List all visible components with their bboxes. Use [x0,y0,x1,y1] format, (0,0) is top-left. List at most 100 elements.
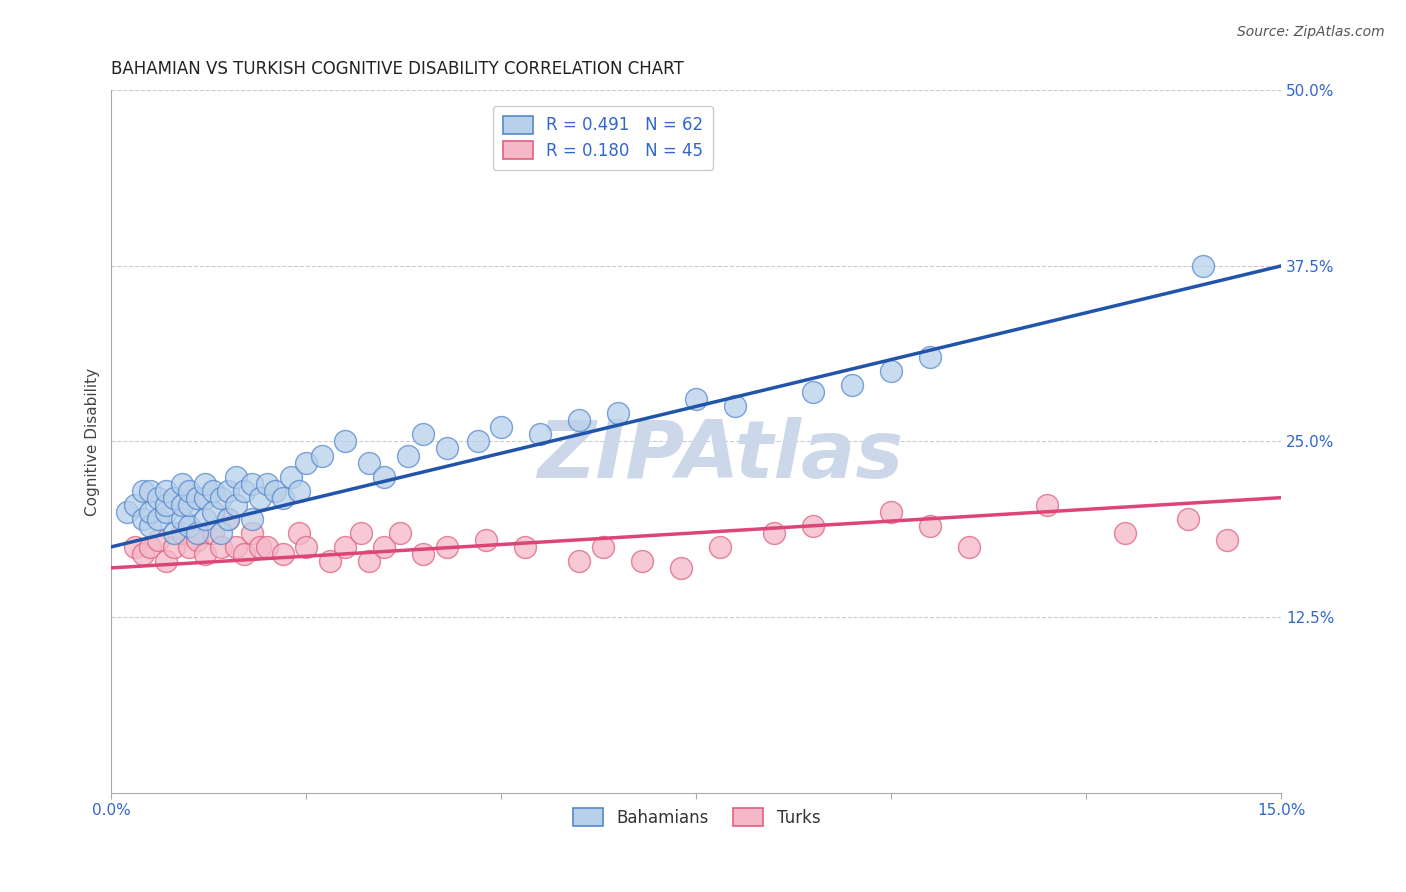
Point [685,392,707,407]
Point [373,540,395,554]
Point [163,540,186,554]
Point [396,449,419,463]
Point [179,483,201,498]
Point [256,476,278,491]
Point [240,525,263,540]
Point [287,525,309,540]
Point [373,469,395,483]
Point [179,518,201,533]
Point [225,469,247,483]
Point [194,512,217,526]
Point [194,476,217,491]
Point [841,378,863,392]
Point [155,498,177,512]
Point [131,547,153,561]
Point [186,533,208,547]
Point [194,547,217,561]
Point [131,483,153,498]
Point [170,498,193,512]
Point [179,540,201,554]
Point [148,512,170,526]
Point [280,469,302,483]
Point [957,540,980,554]
Point [155,554,177,568]
Point [186,525,208,540]
Point [240,476,263,491]
Point [201,525,224,540]
Point [607,406,630,420]
Point [170,525,193,540]
Point [513,540,536,554]
Point [803,385,825,400]
Point [256,540,278,554]
Text: BAHAMIAN VS TURKISH COGNITIVE DISABILITY CORRELATION CHART: BAHAMIAN VS TURKISH COGNITIVE DISABILITY… [111,60,685,78]
Point [412,547,434,561]
Point [225,498,247,512]
Point [179,498,201,512]
Point [225,540,247,554]
Text: Source: ZipAtlas.com: Source: ZipAtlas.com [1237,25,1385,39]
Point [201,483,224,498]
Point [155,505,177,519]
Point [1036,498,1059,512]
Point [724,400,747,414]
Point [217,512,239,526]
Point [880,364,903,378]
Point [475,533,498,547]
Point [1114,525,1136,540]
Point [233,483,256,498]
Point [568,554,591,568]
Point [568,413,591,427]
Point [209,491,232,505]
Point [630,554,652,568]
Point [139,505,162,519]
Point [131,512,153,526]
Point [163,525,186,540]
Point [1177,512,1199,526]
Point [357,554,380,568]
Point [350,525,373,540]
Point [139,540,162,554]
Point [436,442,458,456]
Point [201,505,224,519]
Point [186,491,208,505]
Point [148,491,170,505]
Point [233,547,256,561]
Point [139,518,162,533]
Point [335,540,357,554]
Point [920,350,942,364]
Point [163,491,186,505]
Point [209,525,232,540]
Point [209,540,232,554]
Point [124,540,146,554]
Point [709,540,731,554]
Point [1216,533,1239,547]
Point [412,427,434,442]
Point [491,420,513,434]
Legend: Bahamians, Turks: Bahamians, Turks [565,802,827,833]
Point [803,518,825,533]
Point [170,512,193,526]
Point [669,561,692,575]
Point [311,449,333,463]
Point [194,491,217,505]
Point [357,456,380,470]
Point [264,483,287,498]
Point [155,483,177,498]
Point [170,476,193,491]
Point [240,512,263,526]
Point [271,491,294,505]
Point [124,498,146,512]
Y-axis label: Cognitive Disability: Cognitive Disability [86,368,100,516]
Point [217,483,239,498]
Point [271,547,294,561]
Point [920,518,942,533]
Point [592,540,614,554]
Point [389,525,412,540]
Point [115,505,138,519]
Point [763,525,786,540]
Point [249,540,271,554]
Point [139,483,162,498]
Point [880,505,903,519]
Point [436,540,458,554]
